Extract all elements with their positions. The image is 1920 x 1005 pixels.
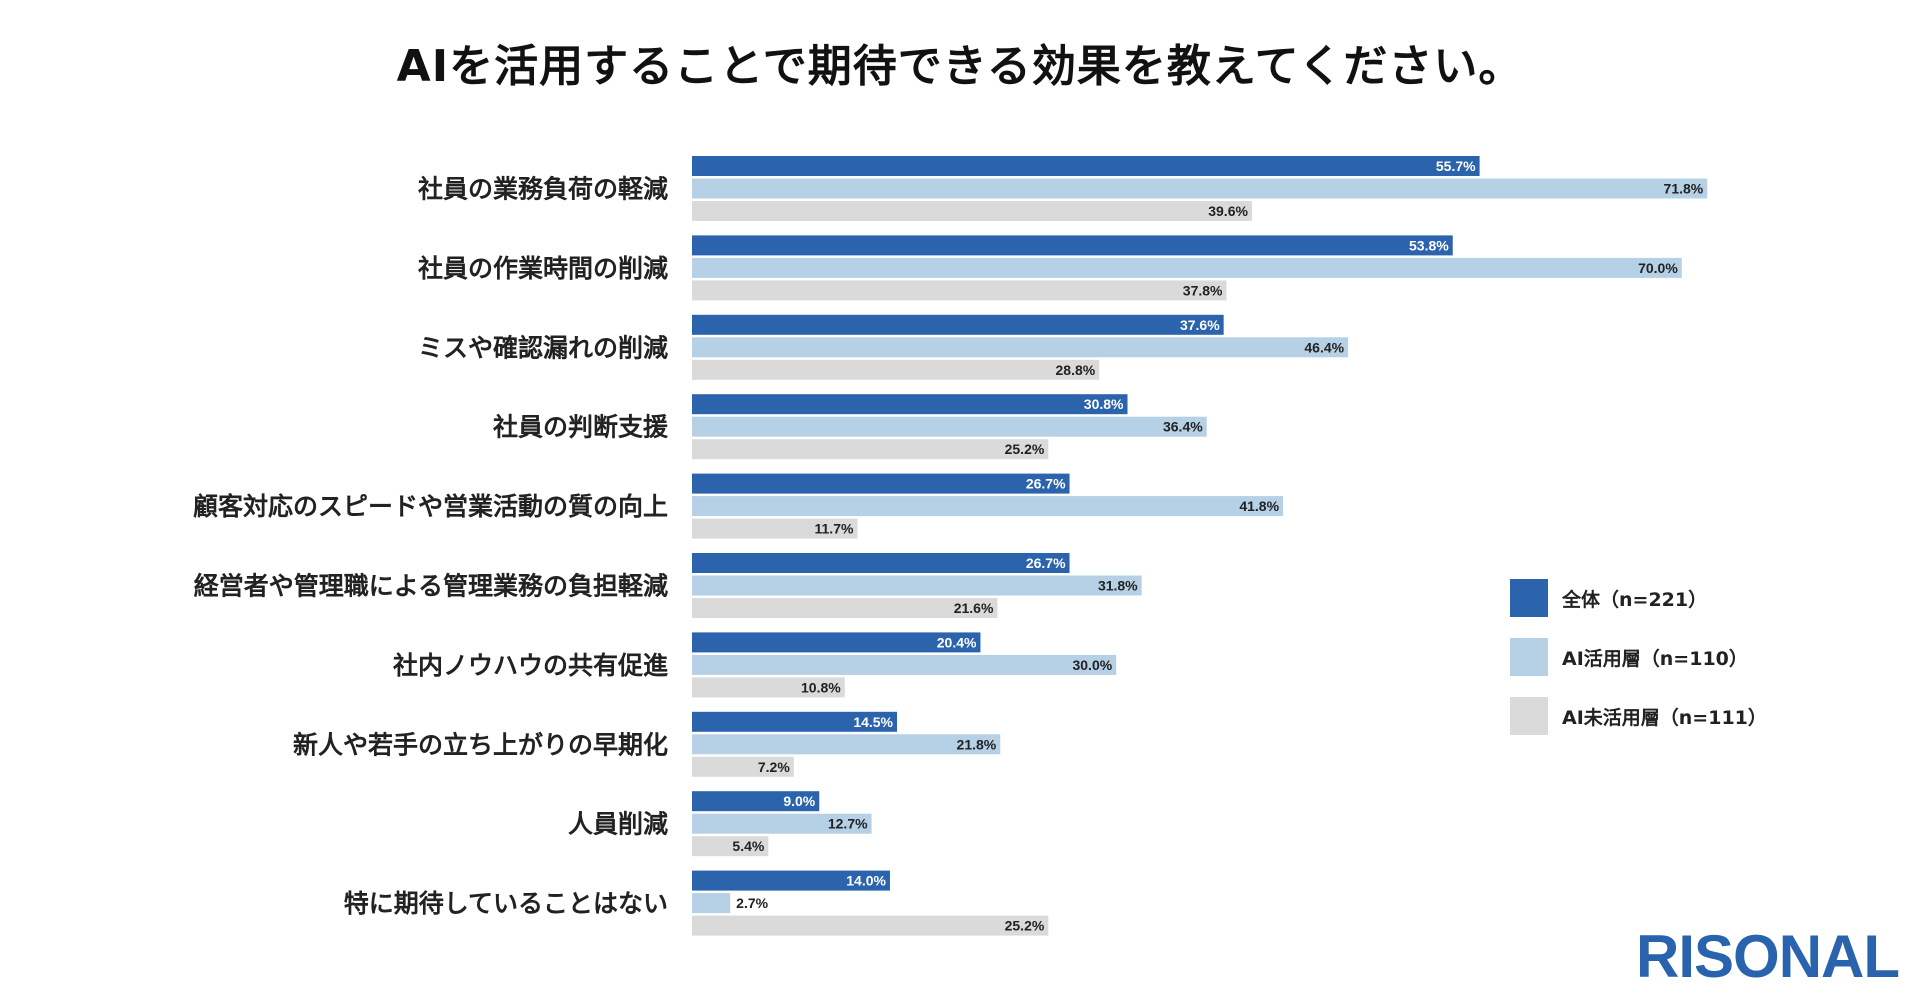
data-label: 14.0%	[846, 873, 886, 889]
category-label: 社員の業務負荷の軽減	[418, 175, 668, 204]
data-label: 25.2%	[1005, 918, 1045, 934]
bar-series-1	[692, 178, 1708, 199]
bar-series-2	[692, 756, 794, 777]
chart-title: AIを活用することで期待できる効果を教えてください。	[396, 41, 1524, 92]
bar-series-0	[692, 394, 1128, 415]
data-label: 39.6%	[1208, 203, 1248, 219]
category-label: 人員削減	[568, 810, 668, 839]
bar-series-0	[692, 632, 981, 653]
data-label: 5.4%	[732, 838, 764, 854]
data-label: 25.2%	[1005, 441, 1045, 457]
bar-series-0	[692, 235, 1453, 256]
category-label: 特に期待していることはない	[344, 889, 668, 918]
bar-series-0	[692, 156, 1480, 176]
legend-label-ai-users: AI活用層（n=110）	[1562, 647, 1748, 670]
bar-series-2	[692, 359, 1100, 380]
data-label: 11.7%	[815, 521, 854, 537]
category-label: 顧客対応のスピードや営業活動の質の向上	[193, 492, 668, 521]
category-label: ミスや確認漏れの削減	[418, 333, 668, 362]
bar-series-1	[692, 416, 1207, 437]
data-label: 12.7%	[828, 816, 868, 832]
bar-series-0	[692, 473, 1070, 494]
bar-series-2	[692, 280, 1227, 301]
data-label: 28.8%	[1056, 362, 1096, 378]
data-label: 46.4%	[1304, 339, 1344, 355]
brand-logo: RISONAL	[1636, 923, 1900, 990]
data-label: 14.5%	[853, 714, 893, 730]
data-label: 21.6%	[954, 600, 994, 616]
legend-label-non-users: AI未活用層（n=111）	[1562, 706, 1767, 729]
bar-series-1	[692, 654, 1117, 675]
bar-series-2	[692, 598, 998, 618]
legend-item-ai-users: AI活用層（n=110）	[1510, 637, 1767, 677]
data-label: 20.4%	[937, 634, 977, 650]
bar-series-1	[692, 337, 1349, 358]
data-label: 30.8%	[1084, 396, 1124, 412]
data-label: 70.0%	[1638, 260, 1678, 276]
data-label: 7.2%	[758, 759, 790, 775]
legend-swatch-all	[1510, 579, 1548, 617]
category-label: 経営者や管理職による管理業務の負担軽減	[194, 572, 668, 601]
bar-series-2	[692, 518, 858, 539]
data-label: 37.6%	[1180, 317, 1220, 333]
bar-series-2	[692, 677, 845, 698]
data-label: 9.0%	[783, 793, 815, 809]
data-label: 10.8%	[801, 679, 841, 695]
data-label: 2.7%	[736, 895, 768, 911]
data-label: 71.8%	[1664, 181, 1704, 197]
data-label: 36.4%	[1163, 419, 1203, 435]
data-label: 37.8%	[1183, 282, 1223, 298]
bar-series-0	[692, 791, 820, 812]
data-label: 55.7%	[1436, 158, 1476, 174]
bar-series-2	[692, 836, 769, 857]
category-label: 社内ノウハウの共有促進	[393, 651, 668, 680]
legend-label-all: 全体（n=221）	[1562, 588, 1708, 611]
bar-series-1	[692, 257, 1682, 278]
category-label: 社員の判断支援	[493, 413, 669, 442]
bar-series-2	[692, 201, 1252, 221]
bar-series-2	[692, 915, 1049, 936]
data-label: 41.8%	[1239, 498, 1279, 514]
legend-item-non-users: AI未活用層（n=111）	[1510, 696, 1767, 736]
category-label: 社員の作業時間の削減	[418, 254, 668, 283]
category-label: 新人や若手の立ち上がりの早期化	[293, 730, 668, 759]
legend-swatch-non-users	[1510, 697, 1548, 735]
bar-series-1	[692, 496, 1284, 517]
bar-series-0	[692, 870, 890, 891]
bar-series-1	[692, 813, 872, 834]
bar-series-0	[692, 314, 1224, 335]
data-label: 53.8%	[1409, 237, 1449, 253]
bar-series-1	[692, 734, 1001, 755]
bar-series-1	[692, 893, 731, 914]
bar-series-2	[692, 439, 1049, 460]
bar-series-0	[692, 553, 1070, 573]
legend-swatch-ai-users	[1510, 638, 1548, 676]
bar-series-1	[692, 575, 1142, 596]
legend: 全体（n=221） AI活用層（n=110） AI未活用層（n=111）	[1510, 578, 1767, 755]
data-label: 26.7%	[1026, 476, 1066, 492]
legend-item-all: 全体（n=221）	[1510, 578, 1767, 618]
bar-series-0	[692, 711, 898, 732]
data-label: 26.7%	[1026, 555, 1066, 571]
data-label: 30.0%	[1072, 657, 1112, 673]
data-label: 31.8%	[1098, 578, 1138, 594]
data-label: 21.8%	[957, 736, 997, 752]
